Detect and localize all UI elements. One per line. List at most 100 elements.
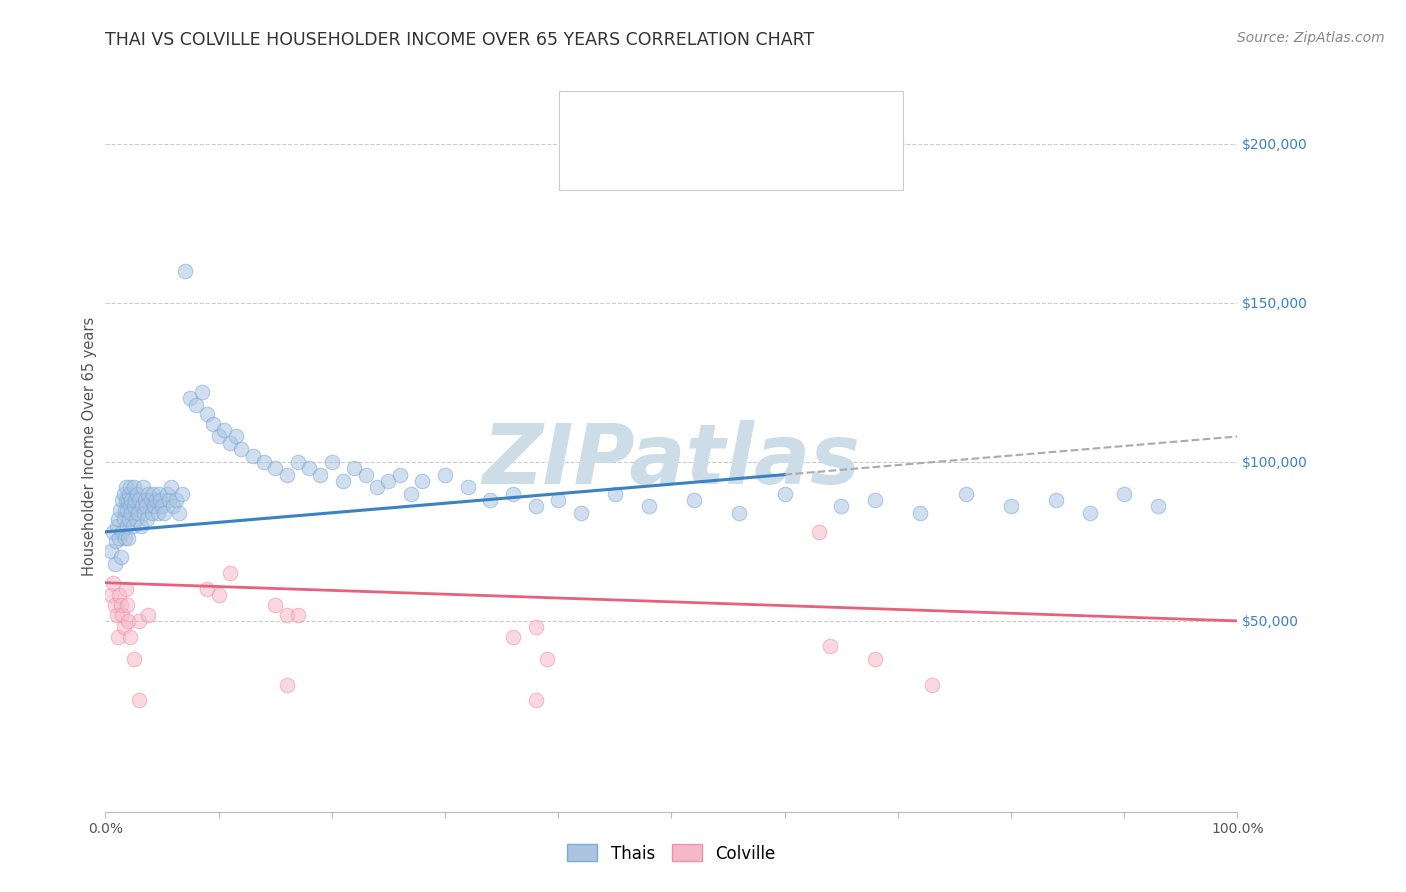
Point (127, 486, 149, 500)
Point (547, 493, 569, 508)
Point (287, 607, 309, 622)
Point (287, 455, 309, 469)
Point (150, 500, 173, 514)
Point (411, 474, 433, 488)
Point (135, 500, 157, 514)
Text: N =: N = (756, 155, 787, 173)
Point (214, 423, 236, 437)
Point (104, 534, 127, 549)
Point (172, 486, 194, 500)
Point (253, 455, 276, 469)
Point (773, 486, 796, 500)
FancyBboxPatch shape (560, 91, 904, 190)
Point (354, 467, 377, 482)
Point (134, 493, 156, 508)
Point (264, 461, 287, 475)
Point (807, 524, 830, 539)
Point (208, 429, 231, 443)
Point (139, 493, 162, 508)
Point (195, 582, 218, 596)
Point (195, 407, 218, 421)
Point (388, 467, 411, 482)
Point (201, 417, 224, 431)
Point (114, 582, 136, 596)
Point (1045, 493, 1067, 508)
Point (107, 630, 129, 644)
Point (184, 398, 207, 412)
Point (103, 524, 125, 539)
Point (219, 435, 242, 450)
Point (524, 693, 547, 707)
Point (153, 506, 176, 520)
Point (128, 693, 150, 707)
Point (128, 493, 150, 508)
Point (603, 486, 626, 500)
Point (155, 486, 177, 500)
Point (524, 500, 547, 514)
Point (399, 486, 422, 500)
Point (100, 589, 122, 603)
Point (276, 607, 298, 622)
Point (502, 630, 524, 644)
Point (377, 474, 399, 488)
Point (103, 598, 125, 612)
Point (1000, 500, 1022, 514)
Point (242, 449, 264, 463)
Point (114, 480, 136, 494)
Point (120, 480, 142, 494)
Point (115, 598, 138, 612)
Point (160, 480, 183, 494)
Point (321, 455, 343, 469)
Point (231, 442, 253, 457)
Point (142, 486, 165, 500)
Point (131, 500, 153, 514)
Point (863, 493, 886, 508)
Point (107, 512, 129, 526)
Point (167, 506, 190, 520)
Point (863, 652, 886, 666)
Point (125, 512, 148, 526)
Point (115, 502, 138, 516)
Point (637, 500, 659, 514)
Point (132, 480, 155, 494)
Point (105, 518, 128, 533)
Point (127, 506, 149, 520)
Point (111, 607, 134, 622)
Point (120, 630, 142, 644)
Point (108, 531, 131, 545)
Point (143, 500, 166, 514)
Point (112, 486, 135, 500)
Point (366, 480, 388, 494)
Point (138, 607, 160, 622)
FancyBboxPatch shape (568, 146, 603, 181)
Point (108, 502, 131, 516)
Point (117, 531, 139, 545)
Point (115, 518, 138, 533)
Point (121, 518, 143, 533)
Point (146, 506, 169, 520)
Point (683, 493, 706, 508)
Point (117, 614, 139, 628)
Point (179, 392, 201, 406)
Point (136, 512, 159, 526)
Point (141, 506, 163, 520)
Point (103, 575, 125, 590)
Point (121, 506, 143, 520)
Point (457, 480, 479, 494)
Point (149, 493, 172, 508)
Point (569, 506, 592, 520)
Point (264, 598, 287, 612)
Text: ZIPatlas: ZIPatlas (482, 420, 860, 501)
Text: 108: 108 (804, 107, 842, 127)
Legend: Thais, Colville: Thais, Colville (561, 838, 782, 869)
Point (433, 467, 456, 482)
Point (219, 566, 242, 581)
Point (117, 493, 139, 508)
Point (332, 474, 354, 488)
Point (190, 384, 212, 399)
Point (524, 620, 547, 634)
Point (157, 493, 180, 508)
Point (298, 461, 321, 475)
Point (129, 518, 152, 533)
Point (165, 493, 187, 508)
